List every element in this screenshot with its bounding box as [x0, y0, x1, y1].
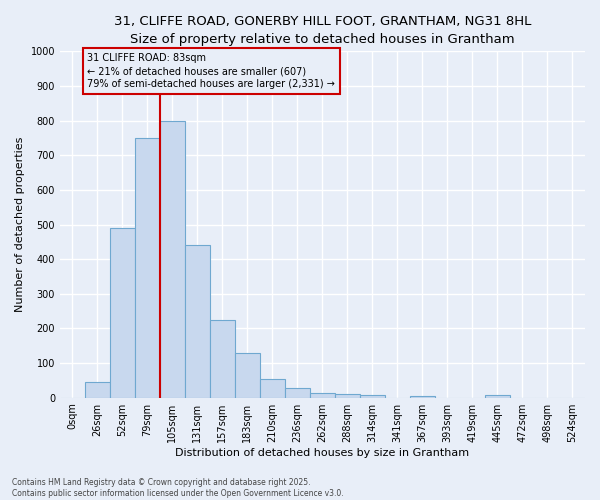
Title: 31, CLIFFE ROAD, GONERBY HILL FOOT, GRANTHAM, NG31 8HL
Size of property relative: 31, CLIFFE ROAD, GONERBY HILL FOOT, GRAN… — [114, 15, 531, 46]
Bar — [135, 138, 160, 398]
X-axis label: Distribution of detached houses by size in Grantham: Distribution of detached houses by size … — [175, 448, 470, 458]
Bar — [310, 392, 335, 398]
Bar — [335, 394, 360, 398]
Bar — [235, 352, 260, 398]
Bar — [185, 246, 210, 398]
Text: 31 CLIFFE ROAD: 83sqm
← 21% of detached houses are smaller (607)
79% of semi-det: 31 CLIFFE ROAD: 83sqm ← 21% of detached … — [88, 53, 335, 90]
Y-axis label: Number of detached properties: Number of detached properties — [15, 137, 25, 312]
Bar — [285, 388, 310, 398]
Bar — [360, 395, 385, 398]
Bar — [260, 378, 285, 398]
Bar — [410, 396, 435, 398]
Bar — [485, 395, 510, 398]
Bar — [110, 228, 135, 398]
Text: Contains HM Land Registry data © Crown copyright and database right 2025.
Contai: Contains HM Land Registry data © Crown c… — [12, 478, 344, 498]
Bar — [160, 120, 185, 398]
Bar — [210, 320, 235, 398]
Bar — [85, 382, 110, 398]
